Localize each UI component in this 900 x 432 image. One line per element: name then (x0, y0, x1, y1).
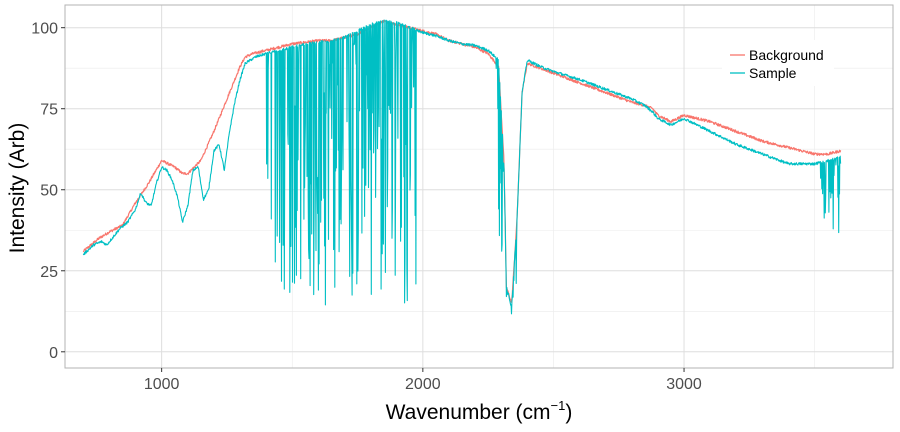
legend-label-sample: Sample (749, 65, 797, 81)
y-tick-label: 50 (40, 183, 58, 200)
legend-label-background: Background (749, 47, 824, 63)
x-axis-title-close: ) (565, 401, 572, 424)
grid (65, 5, 893, 368)
x-tick-label: 3000 (666, 376, 702, 393)
y-axis-title: Intensity (Arb) (6, 123, 29, 254)
x-axis-title-superscript: −1 (551, 398, 566, 413)
y-tick-label: 75 (40, 102, 58, 119)
x-tick-label: 2000 (405, 376, 441, 393)
x-tick-label: 1000 (144, 376, 180, 393)
x-axis-title-main: Wavenumber (cm (386, 401, 551, 424)
x-axis-title: Wavenumber (cm−1) (386, 398, 573, 424)
y-tick-label: 0 (49, 345, 58, 362)
plot-panel-border (64, 4, 894, 369)
y-tick-label: 25 (40, 264, 58, 281)
x-axis-ticks: 1000 2000 3000 (144, 368, 702, 393)
y-tick-label: 100 (31, 21, 58, 38)
legend-background (722, 40, 834, 86)
legend: Background Sample (722, 40, 834, 86)
series-line-sample (82, 19, 842, 315)
series-layer (82, 19, 842, 315)
y-axis-ticks: 0 25 50 75 100 (31, 21, 65, 362)
